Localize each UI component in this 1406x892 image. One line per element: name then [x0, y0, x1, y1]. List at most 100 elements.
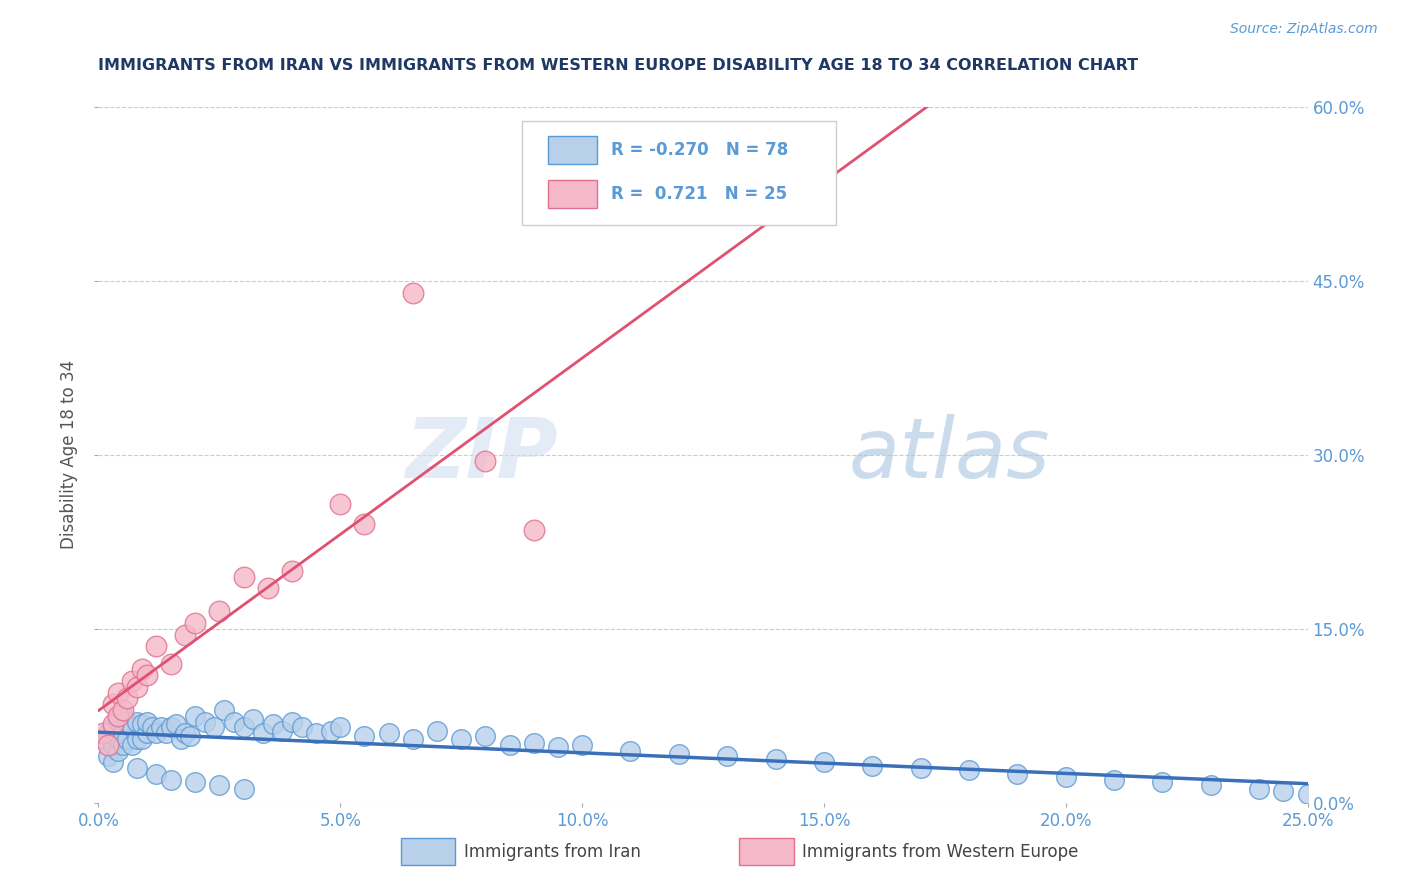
Point [111, 708, 134, 723]
Text: Immigrants from Western Europe: Immigrants from Western Europe [803, 843, 1078, 861]
Point [305, 726, 328, 740]
Point [426, 723, 449, 738]
Point [141, 721, 163, 735]
Text: Immigrants from Iran: Immigrants from Iran [464, 843, 641, 861]
Point [450, 731, 472, 746]
FancyBboxPatch shape [740, 838, 794, 865]
Point [619, 744, 641, 758]
Point [135, 714, 157, 729]
Point [1296, 787, 1319, 801]
Point [97, 726, 120, 740]
Point [208, 605, 231, 619]
Point [107, 708, 129, 723]
Point [101, 698, 124, 712]
Point [101, 721, 124, 735]
FancyBboxPatch shape [548, 180, 596, 208]
Point [194, 714, 217, 729]
Point [1199, 778, 1222, 793]
Point [329, 497, 352, 511]
Point [97, 738, 120, 752]
Point [571, 738, 593, 752]
Point [242, 712, 264, 726]
Point [91, 726, 114, 740]
Point [523, 523, 546, 537]
Point [131, 717, 153, 731]
Point [262, 717, 284, 731]
Point [127, 680, 149, 694]
Point [547, 740, 569, 755]
Point [101, 717, 124, 731]
Point [169, 731, 191, 746]
Point [107, 714, 129, 729]
Point [523, 735, 546, 749]
Point [353, 729, 375, 743]
Point [107, 731, 129, 746]
Point [957, 764, 980, 778]
Point [1102, 772, 1125, 787]
Point [117, 714, 139, 729]
Point [121, 674, 143, 689]
Point [252, 726, 274, 740]
Point [107, 744, 129, 758]
Point [107, 685, 129, 699]
Point [1152, 775, 1174, 789]
Point [813, 755, 835, 769]
Point [127, 714, 149, 729]
Point [174, 726, 197, 740]
Point [319, 723, 342, 738]
Text: Source: ZipAtlas.com: Source: ZipAtlas.com [1230, 22, 1378, 37]
FancyBboxPatch shape [548, 136, 596, 164]
Point [111, 738, 134, 752]
Point [121, 721, 143, 735]
FancyBboxPatch shape [401, 838, 456, 865]
Point [1007, 767, 1029, 781]
Point [474, 729, 496, 743]
Point [101, 755, 124, 769]
Point [232, 721, 254, 735]
Point [498, 738, 520, 752]
Point [111, 726, 134, 740]
Point [860, 758, 883, 772]
Point [222, 714, 245, 729]
Text: atlas: atlas [848, 415, 1050, 495]
Point [121, 738, 143, 752]
Point [145, 767, 167, 781]
Point [474, 453, 496, 467]
Point [160, 657, 183, 671]
Point [402, 731, 425, 746]
Point [232, 781, 254, 796]
Point [910, 761, 932, 775]
Point [290, 721, 312, 735]
Point [184, 615, 207, 630]
Point [131, 662, 153, 677]
Point [1272, 784, 1295, 798]
Text: R = -0.270   N = 78: R = -0.270 N = 78 [612, 141, 789, 159]
Point [329, 721, 352, 735]
Point [212, 703, 235, 717]
Point [101, 738, 124, 752]
Point [111, 703, 134, 717]
Point [91, 731, 114, 746]
Point [668, 747, 690, 761]
Point [281, 564, 304, 578]
Point [127, 731, 149, 746]
Point [1054, 770, 1077, 784]
Point [131, 731, 153, 746]
Point [97, 749, 120, 764]
Text: R =  0.721   N = 25: R = 0.721 N = 25 [612, 185, 787, 203]
Point [204, 721, 226, 735]
Point [135, 726, 157, 740]
Text: ZIP: ZIP [405, 415, 558, 495]
Point [117, 691, 139, 706]
Point [155, 726, 177, 740]
Point [256, 582, 278, 596]
Text: IMMIGRANTS FROM IRAN VS IMMIGRANTS FROM WESTERN EUROPE DISABILITY AGE 18 TO 34 C: IMMIGRANTS FROM IRAN VS IMMIGRANTS FROM … [98, 58, 1139, 73]
FancyBboxPatch shape [522, 121, 837, 226]
Point [377, 726, 399, 740]
Point [353, 517, 375, 532]
Point [145, 639, 167, 653]
Point [765, 752, 787, 766]
Point [160, 721, 183, 735]
Point [184, 708, 207, 723]
Point [165, 717, 187, 731]
